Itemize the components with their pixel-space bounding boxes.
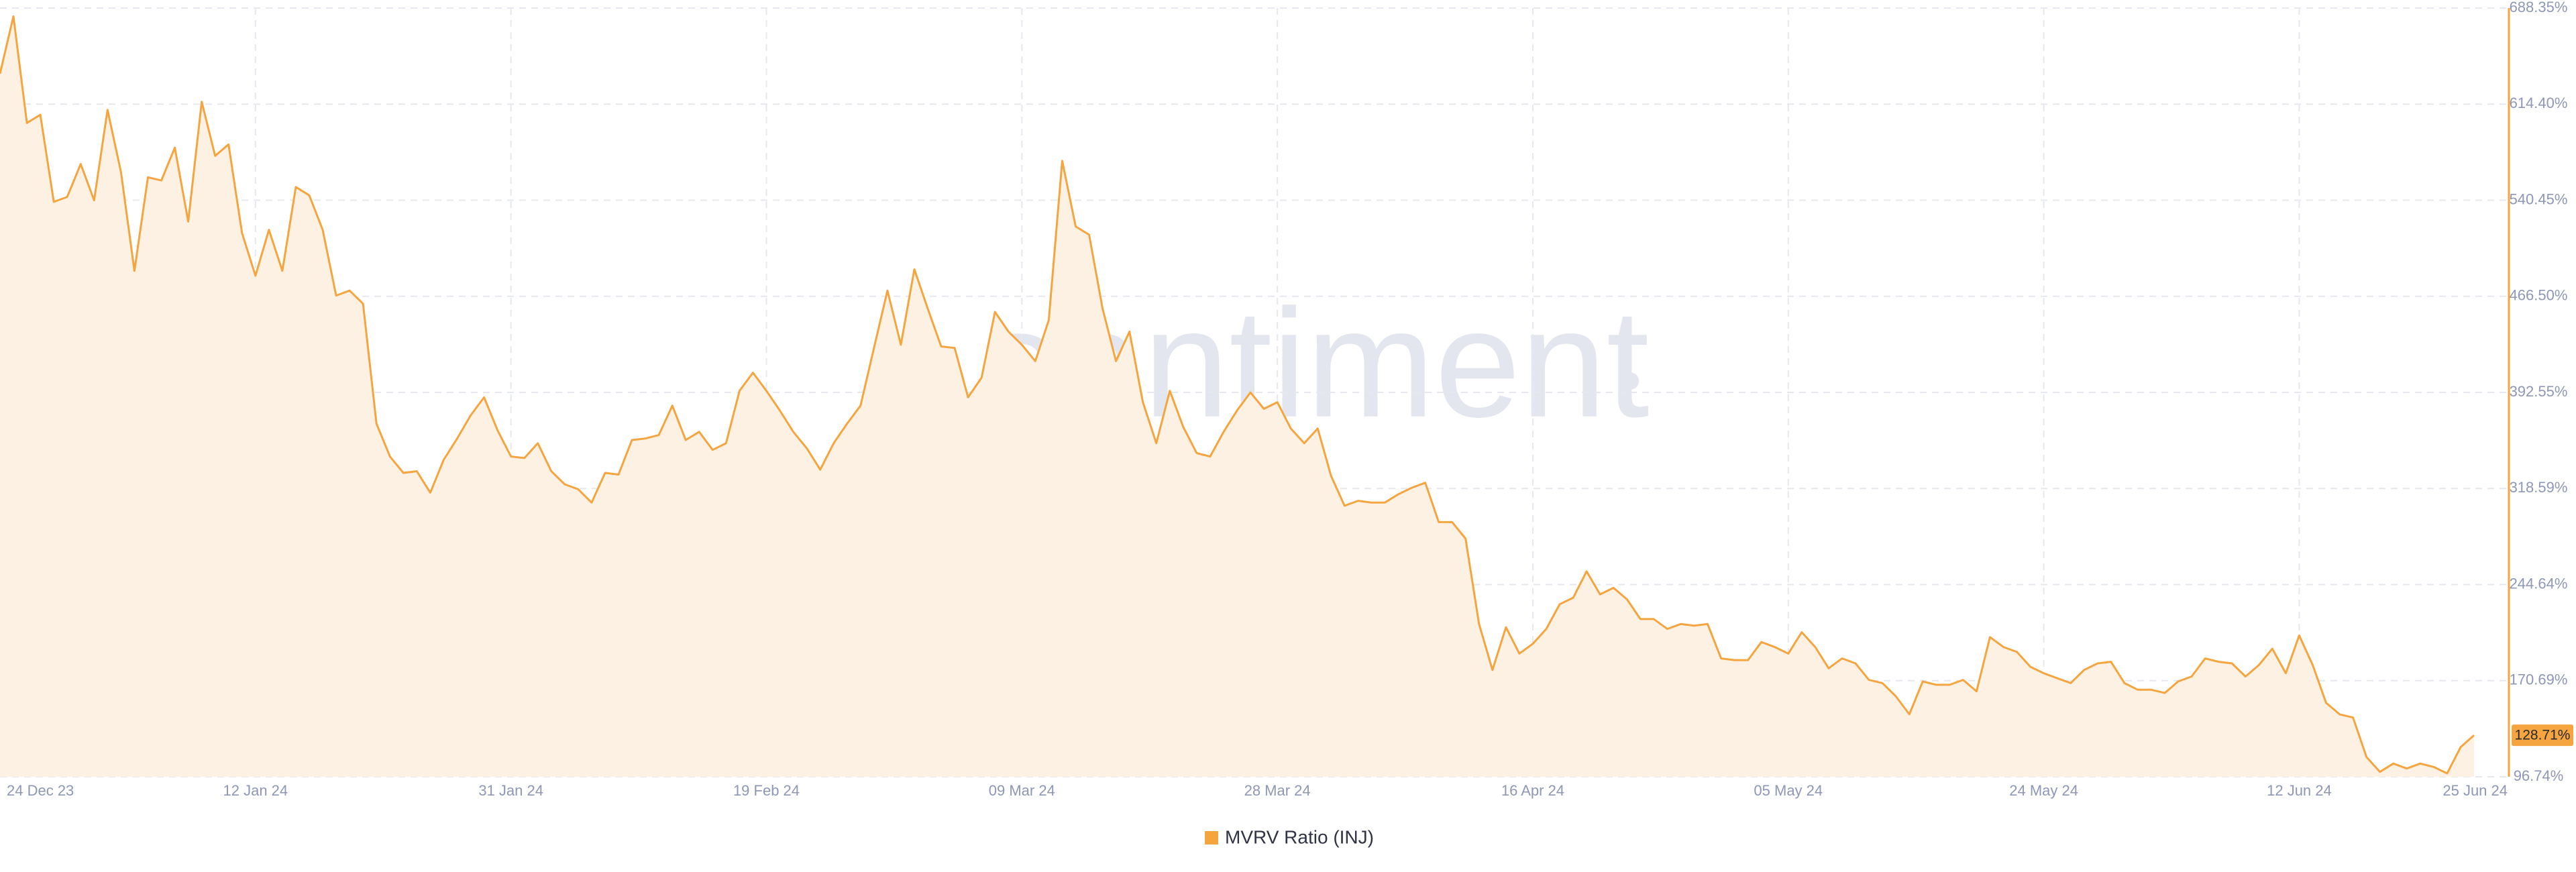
x-tick-label: 12 Jan 24 [223, 782, 288, 799]
legend: MVRV Ratio (INJ) [1205, 826, 1374, 847]
x-tick-label: 31 Jan 24 [478, 782, 543, 799]
y-tick-label: 96.74% [2514, 767, 2564, 784]
area-fill [0, 16, 2474, 777]
y-tick-label: 614.40% [2510, 95, 2568, 111]
x-tick-label: 24 May 24 [2009, 782, 2078, 799]
line [0, 15, 2475, 775]
x-tick-label: 05 May 24 [1754, 782, 1823, 799]
y-tick-label: 540.45% [2510, 190, 2568, 207]
y-tick-label: 466.50% [2510, 287, 2568, 304]
x-tick-label: 09 Mar 24 [989, 782, 1055, 799]
x-tick-label: 12 Jun 24 [2267, 782, 2332, 799]
x-tick-label: 28 Mar 24 [1244, 782, 1311, 799]
x-tick-label: 16 Apr 24 [1501, 782, 1564, 799]
y-tick-label: 318.59% [2510, 479, 2568, 496]
y-tick-label: 244.64% [2510, 575, 2568, 592]
y-tick-label: 170.69% [2510, 671, 2568, 688]
value-label: 128.71% [2515, 728, 2571, 743]
legend-label: MVRV Ratio (INJ) [1225, 826, 1374, 847]
value-label-box [2512, 724, 2573, 747]
y-tick-label: 688.35% [2510, 0, 2568, 15]
x-tick-label: 19 Feb 24 [733, 782, 800, 799]
legend-swatch [1205, 831, 1218, 844]
y-tick-label: 392.55% [2510, 383, 2568, 400]
x-tick-label: 24 Dec 23 [7, 782, 74, 799]
watermark-dot [1621, 372, 1639, 390]
x-tick-label: 25 Jun 24 [2443, 782, 2508, 799]
